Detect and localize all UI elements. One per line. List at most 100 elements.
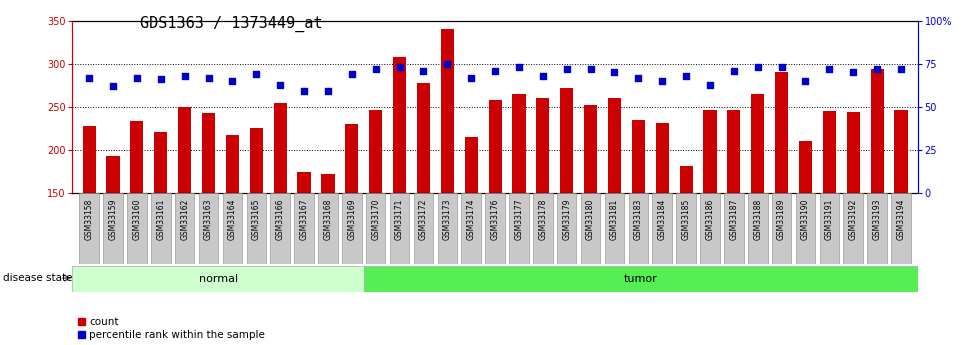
Bar xyxy=(823,111,836,323)
Bar xyxy=(584,105,597,323)
Point xyxy=(153,77,168,82)
Point xyxy=(726,68,742,73)
Bar xyxy=(700,193,720,264)
Point xyxy=(344,71,359,77)
Text: GSM33172: GSM33172 xyxy=(419,199,428,240)
Text: GSM33193: GSM33193 xyxy=(872,199,882,240)
Text: normal: normal xyxy=(199,274,238,284)
Bar xyxy=(796,193,815,264)
Point xyxy=(582,66,598,72)
Text: tumor: tumor xyxy=(624,274,658,284)
Text: GSM33177: GSM33177 xyxy=(515,199,524,240)
Point xyxy=(297,89,312,94)
Text: GSM33164: GSM33164 xyxy=(228,199,237,240)
Point xyxy=(535,73,551,79)
Bar xyxy=(342,193,361,264)
Bar xyxy=(273,103,287,323)
Text: GSM33180: GSM33180 xyxy=(586,199,595,240)
Text: GSM33158: GSM33158 xyxy=(85,199,94,240)
Bar xyxy=(199,193,218,264)
Bar xyxy=(608,98,621,323)
Point xyxy=(464,75,479,80)
Bar xyxy=(605,193,624,264)
Point xyxy=(225,78,241,84)
Bar xyxy=(366,193,385,264)
Bar xyxy=(533,193,553,264)
Bar xyxy=(202,113,215,323)
Bar xyxy=(656,124,668,323)
Point xyxy=(869,66,885,72)
Text: GSM33194: GSM33194 xyxy=(896,199,905,240)
Text: GSM33160: GSM33160 xyxy=(132,199,141,240)
Bar xyxy=(775,72,788,323)
Bar xyxy=(440,29,454,323)
Bar xyxy=(438,193,457,264)
Bar xyxy=(509,193,528,264)
Text: GSM33190: GSM33190 xyxy=(801,199,810,240)
Bar xyxy=(462,193,481,264)
Point xyxy=(129,75,145,80)
Point xyxy=(511,65,526,70)
Text: GSM33169: GSM33169 xyxy=(348,199,356,240)
Bar xyxy=(393,57,406,323)
Bar xyxy=(892,193,911,264)
Text: GSM33178: GSM33178 xyxy=(538,199,548,240)
Text: GSM33186: GSM33186 xyxy=(705,199,715,240)
Bar xyxy=(250,128,263,323)
Text: GSM33191: GSM33191 xyxy=(825,199,834,240)
Bar xyxy=(867,193,887,264)
Bar xyxy=(870,69,884,323)
Bar xyxy=(536,98,550,323)
Point xyxy=(822,66,838,72)
Text: GSM33184: GSM33184 xyxy=(658,199,667,240)
Bar xyxy=(222,193,242,264)
Bar xyxy=(155,132,167,323)
Bar xyxy=(557,193,577,264)
Bar xyxy=(246,193,266,264)
Bar xyxy=(322,174,334,323)
Bar xyxy=(175,193,194,264)
Point xyxy=(607,70,622,75)
Bar xyxy=(178,107,191,323)
Text: GSM33176: GSM33176 xyxy=(491,199,499,240)
Bar xyxy=(679,166,693,323)
Bar xyxy=(799,141,812,323)
Point xyxy=(798,78,813,84)
Text: GSM33173: GSM33173 xyxy=(442,199,452,240)
Bar xyxy=(895,110,907,323)
Bar xyxy=(465,137,478,323)
Point xyxy=(248,71,264,77)
Bar xyxy=(295,193,314,264)
Bar xyxy=(581,193,601,264)
Point xyxy=(655,78,670,84)
Bar xyxy=(369,110,383,323)
Point xyxy=(894,66,909,72)
Text: GSM33181: GSM33181 xyxy=(610,199,619,240)
Bar xyxy=(676,193,696,264)
Point xyxy=(392,65,408,70)
Text: GSM33162: GSM33162 xyxy=(181,199,189,240)
Text: GSM33183: GSM33183 xyxy=(634,199,642,240)
Point xyxy=(678,73,694,79)
Point xyxy=(272,82,288,87)
Point xyxy=(702,82,718,87)
Text: GSM33187: GSM33187 xyxy=(729,199,738,240)
Bar xyxy=(560,88,573,323)
Bar xyxy=(652,193,672,264)
Text: GSM33179: GSM33179 xyxy=(562,199,571,240)
Point xyxy=(320,89,335,94)
Point xyxy=(631,75,646,80)
Point xyxy=(559,66,575,72)
Bar xyxy=(83,126,96,323)
Bar xyxy=(106,156,120,323)
Bar xyxy=(629,193,648,264)
Text: GSM33170: GSM33170 xyxy=(371,199,381,240)
Bar xyxy=(772,193,791,264)
Bar xyxy=(727,110,740,323)
Bar xyxy=(389,193,410,264)
Point xyxy=(81,75,97,80)
Bar xyxy=(103,193,123,264)
Text: GSM33171: GSM33171 xyxy=(395,199,404,240)
Bar xyxy=(512,94,526,323)
Bar xyxy=(843,193,863,264)
